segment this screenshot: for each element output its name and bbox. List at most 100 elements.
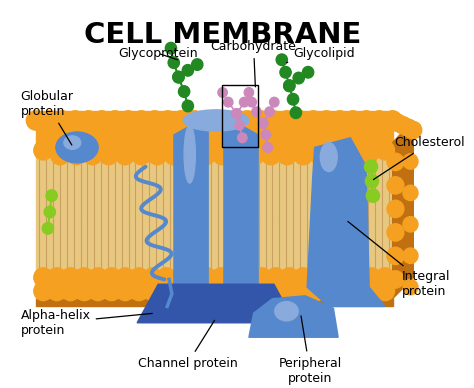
- Circle shape: [237, 133, 247, 143]
- Circle shape: [39, 124, 58, 144]
- Circle shape: [294, 146, 313, 165]
- Ellipse shape: [183, 110, 249, 131]
- Circle shape: [116, 146, 134, 165]
- Circle shape: [321, 141, 340, 160]
- Circle shape: [266, 281, 285, 301]
- Circle shape: [171, 268, 189, 287]
- Circle shape: [262, 146, 280, 165]
- Circle shape: [293, 72, 304, 84]
- Circle shape: [225, 281, 244, 301]
- Circle shape: [116, 281, 135, 301]
- Circle shape: [225, 141, 244, 160]
- Circle shape: [389, 114, 406, 132]
- Text: Channel protein: Channel protein: [138, 320, 238, 369]
- Circle shape: [198, 281, 217, 301]
- Circle shape: [211, 268, 230, 287]
- Circle shape: [235, 120, 244, 130]
- Circle shape: [211, 111, 230, 130]
- Polygon shape: [249, 296, 338, 337]
- Circle shape: [244, 88, 254, 97]
- Circle shape: [66, 111, 85, 130]
- Circle shape: [312, 124, 331, 144]
- Circle shape: [34, 141, 53, 160]
- Circle shape: [384, 112, 401, 129]
- Circle shape: [158, 111, 177, 130]
- Circle shape: [365, 160, 378, 173]
- Circle shape: [75, 281, 94, 301]
- Circle shape: [321, 268, 340, 287]
- Circle shape: [348, 281, 367, 301]
- Circle shape: [75, 141, 94, 160]
- Circle shape: [283, 80, 295, 92]
- Circle shape: [261, 130, 271, 140]
- Circle shape: [294, 281, 312, 301]
- Bar: [222, 85, 258, 147]
- Circle shape: [197, 136, 216, 155]
- Circle shape: [376, 268, 394, 287]
- Circle shape: [362, 268, 381, 287]
- Circle shape: [349, 136, 368, 155]
- Circle shape: [294, 141, 312, 160]
- Circle shape: [157, 281, 176, 301]
- Circle shape: [280, 281, 299, 301]
- Circle shape: [376, 141, 394, 160]
- Circle shape: [356, 124, 374, 144]
- Circle shape: [239, 268, 258, 287]
- Circle shape: [362, 281, 381, 301]
- Circle shape: [182, 64, 193, 76]
- Circle shape: [171, 281, 189, 301]
- Circle shape: [232, 109, 241, 118]
- Circle shape: [334, 136, 353, 155]
- Ellipse shape: [184, 125, 195, 183]
- Circle shape: [383, 111, 402, 130]
- Circle shape: [277, 111, 296, 130]
- Circle shape: [173, 71, 184, 83]
- Circle shape: [198, 268, 217, 287]
- Circle shape: [284, 124, 302, 144]
- Circle shape: [106, 136, 125, 155]
- Circle shape: [247, 97, 256, 107]
- Circle shape: [276, 54, 287, 66]
- Circle shape: [157, 141, 176, 160]
- Circle shape: [165, 42, 177, 54]
- Circle shape: [184, 141, 203, 160]
- Circle shape: [172, 111, 191, 130]
- Circle shape: [79, 111, 98, 130]
- Circle shape: [185, 111, 204, 130]
- Circle shape: [365, 136, 383, 155]
- Circle shape: [348, 268, 367, 287]
- Circle shape: [362, 141, 381, 160]
- Circle shape: [129, 268, 148, 287]
- Polygon shape: [174, 116, 208, 308]
- Circle shape: [387, 153, 404, 171]
- Circle shape: [317, 111, 336, 130]
- Text: Integral
protein: Integral protein: [348, 222, 450, 298]
- Circle shape: [321, 281, 340, 301]
- Circle shape: [258, 136, 277, 155]
- Circle shape: [116, 141, 135, 160]
- Circle shape: [307, 141, 326, 160]
- Circle shape: [54, 124, 73, 144]
- Circle shape: [169, 124, 188, 144]
- Circle shape: [61, 141, 80, 160]
- Circle shape: [319, 136, 337, 155]
- Circle shape: [359, 146, 378, 165]
- Circle shape: [403, 154, 418, 169]
- Circle shape: [34, 281, 53, 301]
- Circle shape: [42, 223, 54, 234]
- Circle shape: [218, 88, 228, 97]
- Polygon shape: [307, 138, 385, 307]
- Circle shape: [387, 177, 404, 194]
- Circle shape: [263, 143, 273, 152]
- Circle shape: [211, 141, 230, 160]
- Circle shape: [191, 59, 203, 70]
- Ellipse shape: [320, 143, 337, 171]
- Circle shape: [126, 124, 145, 144]
- Circle shape: [265, 107, 274, 116]
- Circle shape: [68, 124, 87, 144]
- Circle shape: [264, 111, 283, 130]
- Circle shape: [143, 268, 162, 287]
- Circle shape: [198, 141, 217, 160]
- Circle shape: [119, 111, 137, 130]
- Polygon shape: [36, 299, 392, 307]
